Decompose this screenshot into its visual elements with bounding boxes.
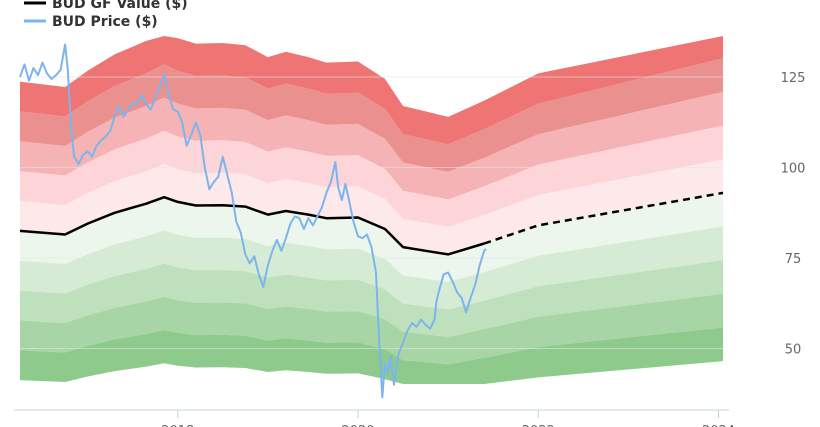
band-above-4 bbox=[20, 58, 723, 172]
axes: 2018 2020 2022 2024 50 75 100 125 bbox=[14, 71, 805, 427]
legend-gf-label[interactable]: BUD GF Value ($) bbox=[52, 0, 188, 12]
band-above-1 bbox=[20, 159, 723, 255]
x-tick-label: 2018 bbox=[161, 424, 194, 427]
y-tick-label: 100 bbox=[781, 162, 806, 177]
value-bands bbox=[20, 36, 723, 384]
legend-price-label[interactable]: BUD Price ($) bbox=[52, 14, 158, 30]
band-below-5 bbox=[20, 327, 723, 384]
band-below-3 bbox=[20, 260, 723, 337]
series-lines bbox=[19, 43, 724, 399]
x-tick-label: 2024 bbox=[702, 424, 735, 427]
y-tick-label: 50 bbox=[785, 342, 802, 357]
gf-value-line bbox=[19, 195, 485, 256]
band-below-4 bbox=[20, 293, 723, 365]
band-below-1 bbox=[20, 192, 723, 282]
band-below-2 bbox=[20, 226, 723, 310]
band-above-2 bbox=[20, 125, 723, 227]
band-above-3 bbox=[20, 91, 723, 200]
x-tick-label: 2022 bbox=[522, 424, 555, 427]
band-above-5 bbox=[20, 36, 723, 145]
legend: BUD GF Value ($) BUD Price ($) bbox=[24, 0, 188, 30]
y-tick-label: 75 bbox=[785, 252, 802, 267]
grid-lines bbox=[20, 76, 723, 349]
y-tick-label: 125 bbox=[781, 71, 806, 86]
x-tick-label: 2020 bbox=[341, 424, 374, 427]
price-line bbox=[19, 43, 487, 399]
gf-value-projection-line bbox=[483, 191, 724, 245]
